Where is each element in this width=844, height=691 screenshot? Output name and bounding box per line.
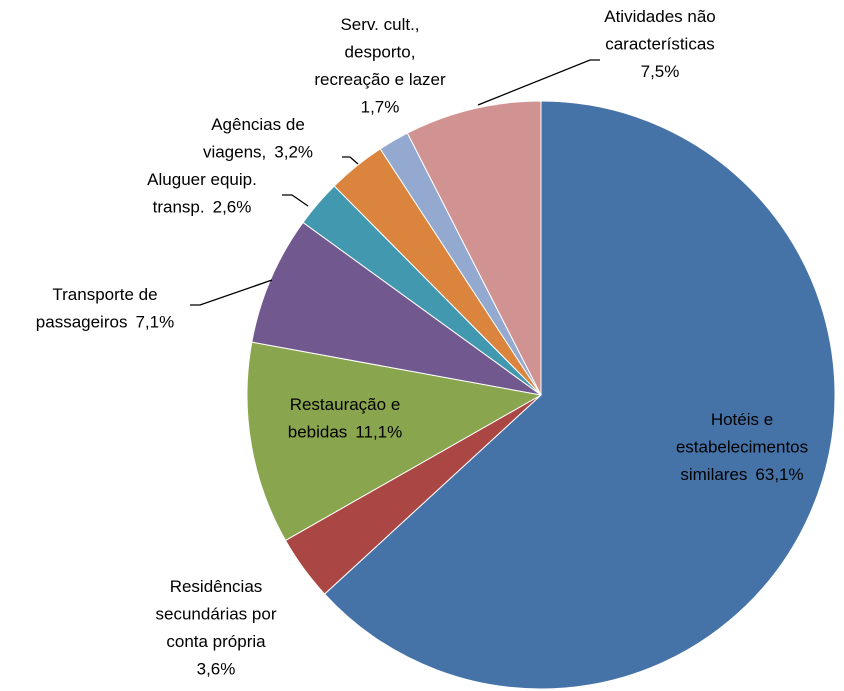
pie-slice: [406, 100, 542, 396]
slice-label: Residências secundárias por conta própria 3…: [156, 577, 277, 679]
pie-slice: [323, 100, 836, 690]
leader-line: [282, 194, 309, 207]
label-line: estabelecimentos: [676, 438, 808, 457]
slice-label: Agências de viagens, 3,2%: [203, 115, 313, 162]
leader-line: [190, 279, 273, 306]
label-line: Atividades não: [604, 7, 716, 26]
pie-slice: [251, 221, 542, 396]
label-line: conta própria: [166, 632, 266, 651]
slice-label: Transporte de passageiros 7,1%: [36, 285, 174, 332]
value-label: 11,1%: [355, 423, 402, 442]
label-line: Serv. cult.,: [340, 15, 419, 34]
label-line: transp.: [153, 198, 205, 217]
pie-slice: [246, 341, 543, 542]
leader-line: [342, 156, 359, 165]
label-line: características: [605, 35, 715, 54]
label-line: Restauração e: [290, 395, 401, 414]
value-label: 1,7%: [361, 98, 400, 117]
label-line: Transporte de: [52, 285, 157, 304]
value-label: 3,2%: [274, 143, 313, 162]
value-label: 63,1%: [755, 465, 803, 484]
slice-label: Hotéis e estabelecimentos similares 63,1%: [676, 410, 808, 484]
label-line: desporto,: [345, 43, 416, 62]
value-label: 2,6%: [213, 198, 252, 217]
leader-line: [477, 59, 600, 106]
slice-label: Atividades não características 7,5%: [604, 7, 716, 81]
label-line: Aluguer equip.: [147, 170, 257, 189]
value-label: 7,5%: [641, 62, 680, 81]
slice-label: Serv. cult., desporto, recreação e lazer 1,…: [314, 15, 446, 117]
label-line: passageiros: [36, 313, 128, 332]
label-line: bebidas: [288, 423, 348, 442]
slice-label: Restauração e bebidas 11,1%: [288, 395, 403, 442]
slice-label: Aluguer equip. transp. 2,6%: [147, 170, 257, 217]
value-label: 3,6%: [197, 660, 236, 679]
label-line: viagens,: [203, 143, 266, 162]
label-line: Agências de: [211, 115, 305, 134]
label-line: recreação e lazer: [314, 70, 446, 89]
label-line: Hotéis e: [711, 410, 773, 429]
value-label: 7,1%: [135, 313, 174, 332]
label-line: Residências: [170, 577, 263, 596]
label-line: secundárias por: [156, 605, 277, 624]
label-line: similares: [680, 465, 747, 484]
